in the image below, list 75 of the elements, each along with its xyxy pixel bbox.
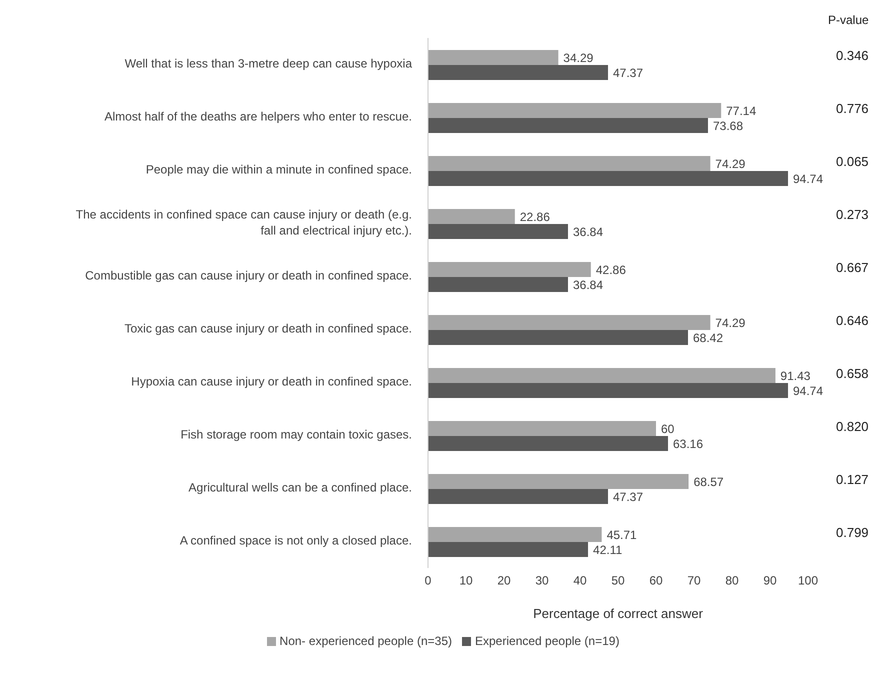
data-label: 34.29 — [563, 50, 594, 65]
y2-axis-title: P-value — [828, 13, 870, 27]
y-tick-label: A confined space is not only a closed place. — [180, 534, 412, 548]
x-tick-label: 20 — [497, 574, 511, 588]
y-tick-label: Toxic gas can cause injury or death in confined space. — [124, 322, 412, 336]
data-label: 36.84 — [572, 224, 604, 239]
bar — [428, 315, 710, 330]
bar — [428, 156, 710, 171]
bar — [428, 65, 608, 80]
bar — [428, 474, 689, 489]
y-tick-label: Combustible gas can cause injury or death in confined space. — [85, 268, 412, 283]
data-label: 47.37 — [613, 66, 644, 80]
y-tick-label: Fish storage room may contain toxic gases. — [180, 428, 412, 442]
bar — [428, 262, 591, 277]
bar — [428, 489, 608, 504]
data-label: 42.86 — [596, 262, 626, 277]
y2-tick-label: 0.776 — [836, 100, 869, 116]
data-label: 68.57 — [694, 474, 724, 489]
y-tick-label: People may die within a minute in confined space. — [146, 162, 412, 177]
y-tick-label: Almost half of the deaths are helpers who enter to rescue. — [104, 110, 412, 124]
x-tick-label: 100 — [798, 574, 818, 588]
bar — [428, 330, 688, 345]
data-label: 74.29 — [715, 316, 746, 330]
data-label: 94.74 — [793, 172, 824, 186]
legend-label: Experienced people (n=19) — [475, 634, 620, 648]
x-tick-label: 0 — [424, 574, 432, 588]
data-label: 91.43 — [780, 368, 811, 383]
x-tick-label: 40 — [573, 574, 587, 588]
data-label: 77.14 — [726, 104, 756, 118]
bar — [428, 224, 568, 239]
x-tick-label: 70 — [687, 574, 701, 588]
x-tick-label: 80 — [725, 574, 739, 588]
bar — [428, 368, 776, 383]
data-label: 22.86 — [520, 210, 550, 224]
bar — [428, 527, 602, 542]
y-tick-label: Hypoxia can cause injury or death in confined space. — [131, 374, 412, 389]
y2-tick-label: 0.065 — [836, 154, 869, 169]
data-label: 94.74 — [793, 384, 824, 398]
data-label: 74.29 — [715, 156, 746, 171]
y2-tick-label: 0.667 — [836, 260, 869, 275]
y2-tick-label: 0.820 — [836, 418, 869, 434]
data-label: 63.16 — [673, 436, 704, 451]
y2-tick-label: 0.799 — [836, 524, 869, 540]
data-label: 68.42 — [692, 330, 724, 345]
y2-tick-label: 0.658 — [836, 366, 869, 381]
bar — [428, 50, 558, 65]
data-label: 42.11 — [593, 542, 622, 557]
data-label: 73.68 — [712, 118, 744, 133]
x-axis-title: Percentage of correct answer — [533, 606, 704, 621]
bar — [428, 209, 515, 224]
data-label: 47.37 — [613, 490, 644, 504]
bar — [428, 118, 708, 133]
x-tick-label: 10 — [459, 574, 473, 588]
data-label: 45.71 — [606, 528, 638, 542]
y-tick-label: The accidents in confined space can cause injury or death (e.g. fall and electrical injury etc.). — [76, 208, 412, 238]
bar — [428, 436, 668, 451]
bar — [428, 421, 656, 436]
legend-label: Non- experienced people (n=35) — [280, 634, 452, 648]
data-label: 36.84 — [572, 278, 604, 292]
y2-tick-label: 0.346 — [836, 48, 869, 63]
x-tick-label: 50 — [611, 574, 625, 588]
bar — [428, 383, 788, 398]
y2-tick-label: 0.127 — [836, 472, 869, 487]
x-tick-label: 60 — [649, 574, 663, 588]
bar — [428, 171, 788, 186]
x-tick-label: 30 — [535, 574, 549, 588]
y2-tick-label: 0.273 — [836, 206, 869, 222]
y2-tick-label: 0.646 — [836, 312, 869, 328]
y-tick-label: Agricultural wells can be a confined place. — [188, 480, 412, 495]
bar — [428, 103, 722, 118]
data-label: 60 — [661, 422, 675, 436]
y-tick-label: Well that is less than 3-metre deep can cause hypoxia — [124, 56, 412, 71]
bar — [428, 542, 588, 557]
bar — [428, 277, 568, 292]
x-tick-label: 90 — [763, 574, 777, 588]
